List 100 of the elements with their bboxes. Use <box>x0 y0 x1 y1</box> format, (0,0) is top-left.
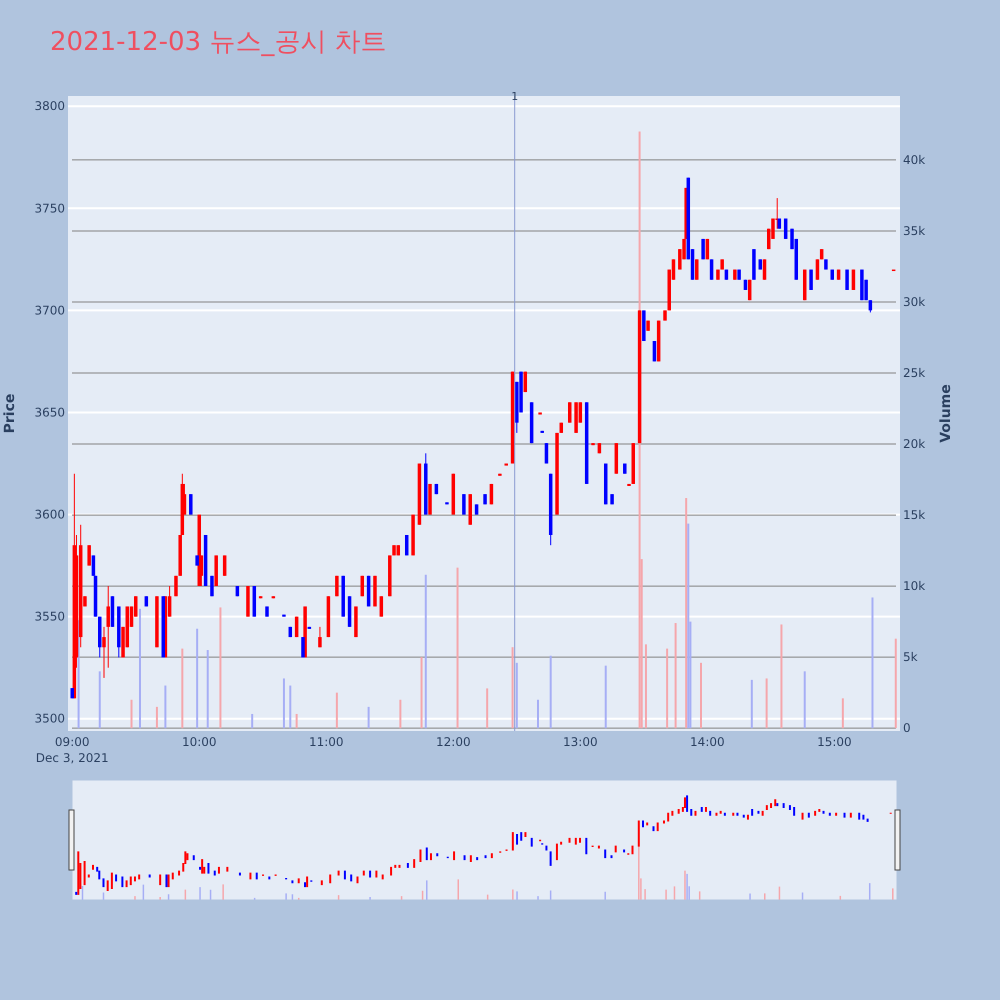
candlestick <box>222 554 226 576</box>
x-tick-label: 15:00 <box>817 735 852 749</box>
y2-tick-label: 25k <box>903 366 926 380</box>
bar <box>666 648 668 728</box>
bar <box>766 678 768 728</box>
candlestick <box>701 238 705 260</box>
candlestick <box>652 340 656 362</box>
y-tick-label: 3700 <box>34 303 65 318</box>
bar <box>486 688 488 728</box>
y2-tick-label: 15k <box>903 508 926 522</box>
y-tick-label: 3650 <box>34 405 65 420</box>
candlestick <box>724 269 728 280</box>
x-tick-label: 13:00 <box>563 735 598 749</box>
x-tick-label: 10:00 <box>182 735 217 749</box>
candlestick <box>102 626 106 678</box>
bar <box>296 714 298 728</box>
y2-tick-label: 0 <box>903 721 911 736</box>
candlestick <box>852 269 856 290</box>
candlestick <box>404 534 408 556</box>
bar <box>871 597 874 728</box>
x-tick-label: 14:00 <box>690 735 725 749</box>
bar <box>138 608 141 728</box>
candlestick <box>106 586 110 668</box>
y2-axis-title: Volume <box>938 384 954 443</box>
bar <box>219 607 222 728</box>
bar <box>894 638 897 728</box>
y-axis-title: Price <box>2 394 18 434</box>
candlestick <box>301 636 305 658</box>
bar <box>196 628 198 728</box>
bar <box>164 686 166 728</box>
bar <box>420 657 423 728</box>
candlestick <box>490 483 494 505</box>
bar <box>424 574 427 728</box>
bar <box>700 662 702 728</box>
candlestick <box>816 258 820 280</box>
x-tick-label: 11:00 <box>308 735 344 749</box>
candlestick <box>396 544 400 556</box>
bar <box>512 647 514 728</box>
y-tick-label: 3750 <box>34 201 65 216</box>
bar <box>644 644 647 728</box>
y2-tick-label: 10k <box>903 579 926 594</box>
bar <box>181 648 184 728</box>
bar <box>399 700 402 728</box>
y2-tick-label: 35k <box>903 224 926 238</box>
candlestick <box>737 269 741 280</box>
candlestick <box>544 442 548 464</box>
candlestick <box>836 269 840 280</box>
candlestick <box>809 269 813 290</box>
candlestick <box>392 544 396 556</box>
bar <box>674 623 677 728</box>
bar <box>685 498 688 728</box>
bar <box>750 680 753 728</box>
y-tick-label: 3500 <box>34 712 65 726</box>
candlestick <box>294 616 298 638</box>
candlestick <box>820 248 824 260</box>
chart-title: 2021-12-03 뉴스_공시 차트 <box>50 27 387 57</box>
bar <box>336 692 338 728</box>
candlestick <box>318 626 322 648</box>
candlestick <box>380 596 384 618</box>
candlestick <box>845 269 849 290</box>
y2-tick-label: 40k <box>903 152 926 167</box>
candlestick <box>710 258 714 280</box>
bar <box>516 662 518 728</box>
y2-tick-label: 30k <box>903 294 926 309</box>
candlestick <box>646 320 650 332</box>
candlestick <box>784 218 788 240</box>
bar <box>206 650 209 728</box>
candlestick <box>189 494 193 516</box>
candlestick <box>598 442 602 454</box>
candlestick <box>716 269 720 280</box>
bar <box>368 706 370 728</box>
bar <box>98 671 101 728</box>
bar <box>604 666 607 728</box>
ref-line-label: 1 <box>511 90 518 103</box>
candlestick <box>695 258 699 280</box>
bar <box>842 698 844 728</box>
candlestick <box>868 300 872 313</box>
bar <box>156 706 158 728</box>
candlestick <box>483 494 487 505</box>
candlestick <box>830 269 834 280</box>
candlestick <box>706 238 710 260</box>
bar <box>282 678 285 728</box>
candlestick <box>733 269 737 280</box>
bar <box>289 686 292 728</box>
y-tick-label: 3600 <box>34 508 65 522</box>
candlestick <box>144 596 148 607</box>
y-tick-label: 3800 <box>34 99 65 114</box>
candlestick <box>560 422 564 434</box>
bar <box>251 714 254 728</box>
bar <box>456 568 459 728</box>
bar <box>687 524 690 728</box>
x-tick-label: 12:00 <box>436 735 471 749</box>
bar <box>536 700 539 728</box>
candlestick <box>762 258 766 280</box>
x-tick-label: 09:00 <box>54 735 90 749</box>
y2-tick-label: 20k <box>903 437 926 452</box>
text: Dec 3, 2021 <box>36 751 109 765</box>
bar <box>130 700 133 728</box>
candlestick <box>610 494 614 505</box>
bar <box>780 624 782 728</box>
